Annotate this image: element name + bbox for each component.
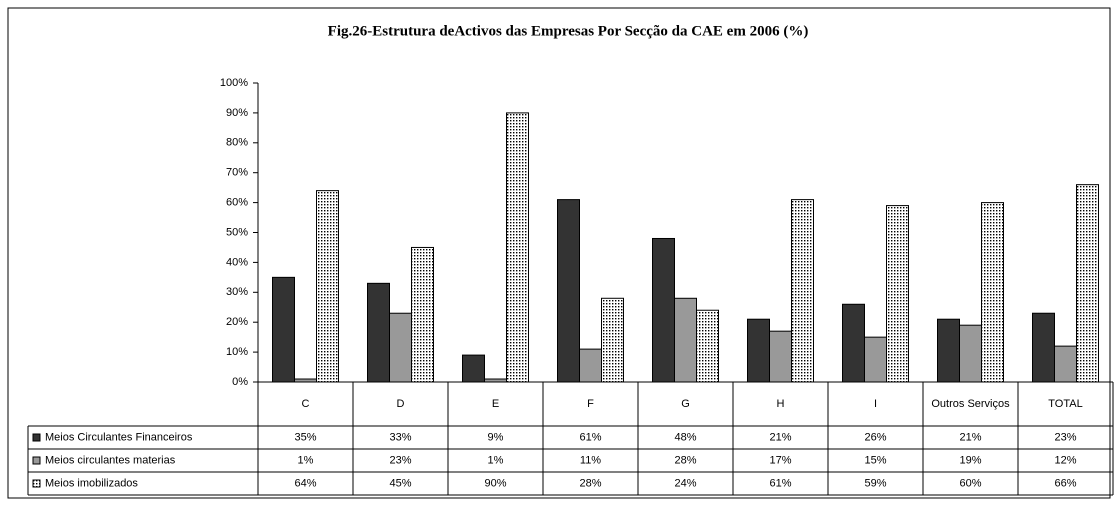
y-tick-label: 50% bbox=[226, 226, 248, 238]
bar bbox=[696, 309, 719, 383]
y-tick-label: 100% bbox=[220, 77, 248, 89]
bar bbox=[652, 237, 675, 383]
x-tick-label: G bbox=[681, 398, 690, 410]
table-value: 61% bbox=[769, 477, 791, 489]
bar bbox=[389, 312, 412, 383]
x-tick-label: F bbox=[587, 398, 594, 410]
table-value: 28% bbox=[674, 454, 696, 466]
category-cell: C bbox=[301, 398, 310, 410]
table-value: 59% bbox=[864, 477, 886, 489]
table-value: 45% bbox=[389, 477, 411, 489]
table-value: 1% bbox=[298, 454, 314, 466]
y-tick-label: 20% bbox=[226, 316, 248, 328]
category-cell: D bbox=[396, 398, 405, 410]
bar bbox=[579, 348, 602, 383]
table-value: 19% bbox=[959, 454, 981, 466]
bar bbox=[674, 297, 697, 383]
table-value: 61% bbox=[579, 431, 601, 443]
table-value: 90% bbox=[484, 477, 506, 489]
table-value: 9% bbox=[488, 431, 504, 443]
bar bbox=[1032, 312, 1055, 383]
bar bbox=[367, 282, 390, 383]
y-tick-label: 30% bbox=[226, 286, 248, 298]
x-tick-label: TOTAL bbox=[1048, 398, 1083, 410]
y-tick-label: 10% bbox=[226, 346, 248, 358]
category-cell: Outros Serviços bbox=[931, 398, 1010, 410]
legend-label: Meios Circulantes Financeiros bbox=[45, 431, 193, 443]
bar bbox=[886, 205, 909, 383]
x-tick-label: E bbox=[491, 398, 500, 410]
legend-key bbox=[32, 456, 41, 465]
y-tick-label: 90% bbox=[226, 107, 248, 119]
bar bbox=[316, 190, 339, 383]
bar bbox=[506, 112, 529, 383]
bar bbox=[1054, 345, 1077, 383]
table-value: 23% bbox=[389, 454, 411, 466]
x-tick-label: D bbox=[396, 398, 405, 410]
bar bbox=[842, 303, 865, 383]
table-value: 23% bbox=[1054, 431, 1076, 443]
legend-label: Meios imobilizados bbox=[45, 477, 138, 489]
category-cell: I bbox=[873, 398, 878, 410]
legend-key bbox=[32, 433, 41, 442]
bar bbox=[462, 354, 485, 383]
bar bbox=[791, 199, 814, 383]
x-tick-label: Outros Serviços bbox=[931, 398, 1010, 410]
bar bbox=[272, 276, 295, 383]
y-tick-label: 60% bbox=[226, 197, 248, 209]
table-value: 28% bbox=[579, 477, 601, 489]
table-value: 17% bbox=[769, 454, 791, 466]
bar bbox=[1076, 184, 1099, 383]
table-value: 35% bbox=[294, 431, 316, 443]
table-value: 33% bbox=[389, 431, 411, 443]
table-value: 1% bbox=[488, 454, 504, 466]
table-value: 26% bbox=[864, 431, 886, 443]
table-value: 21% bbox=[959, 431, 981, 443]
legend-key bbox=[32, 479, 41, 488]
table-value: 64% bbox=[294, 477, 316, 489]
category-cell: H bbox=[776, 398, 785, 410]
bar bbox=[959, 324, 982, 383]
category-cell: E bbox=[491, 398, 500, 410]
x-tick-label: C bbox=[301, 398, 310, 410]
bar bbox=[601, 297, 624, 383]
x-tick-label: H bbox=[776, 398, 785, 410]
category-cell: G bbox=[681, 398, 690, 410]
bar bbox=[937, 318, 960, 383]
table-value: 21% bbox=[769, 431, 791, 443]
category-cell: F bbox=[587, 398, 594, 410]
chart-title: Fig.26-Estrutura deActivos das Empresas … bbox=[328, 23, 809, 39]
y-tick-label: 70% bbox=[226, 167, 248, 179]
y-tick-label: 40% bbox=[226, 256, 248, 268]
bar bbox=[981, 202, 1004, 383]
table-value: 12% bbox=[1054, 454, 1076, 466]
y-tick-label: 80% bbox=[226, 137, 248, 149]
y-tick-label: 0% bbox=[232, 376, 248, 388]
table-value: 11% bbox=[580, 454, 601, 466]
legend-label: Meios circulantes materias bbox=[45, 454, 176, 466]
table-value: 15% bbox=[864, 454, 886, 466]
table-value: 48% bbox=[674, 431, 696, 443]
table-value: 24% bbox=[674, 477, 696, 489]
bar bbox=[769, 330, 792, 383]
bar bbox=[411, 246, 434, 383]
table-value: 60% bbox=[959, 477, 981, 489]
bar bbox=[864, 336, 887, 383]
bar bbox=[747, 318, 770, 383]
table-value: 66% bbox=[1054, 477, 1076, 489]
x-tick-label: I bbox=[873, 398, 878, 410]
category-cell: TOTAL bbox=[1048, 398, 1083, 410]
bar bbox=[557, 199, 580, 383]
